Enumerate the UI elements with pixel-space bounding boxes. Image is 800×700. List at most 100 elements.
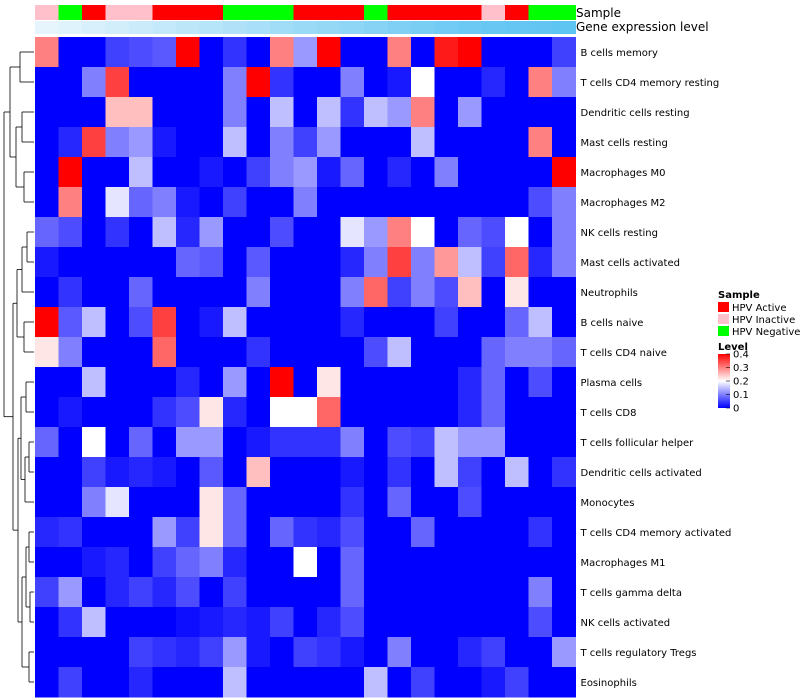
heatmap-cell <box>129 97 153 128</box>
heatmap-cell <box>105 277 130 308</box>
heatmap-cell <box>246 217 271 248</box>
heatmap-cell <box>458 427 482 458</box>
heatmap-cell <box>293 577 318 608</box>
heatmap-cell <box>129 397 153 428</box>
heatmap-cell <box>434 607 459 638</box>
heatmap-cell <box>293 277 318 308</box>
heatmap-cell <box>82 37 106 68</box>
heatmap-cell <box>364 187 388 218</box>
heatmap-cell <box>481 427 506 458</box>
heatmap-cell <box>223 307 247 338</box>
heatmap-cell <box>246 187 271 218</box>
heatmap-cell <box>35 127 59 158</box>
heatmap-cell <box>58 427 83 458</box>
heatmap-cell <box>528 547 553 578</box>
heatmap-cell <box>105 67 130 98</box>
heatmap-cell <box>270 367 294 398</box>
heatmap-cell <box>223 37 247 68</box>
heatmap-cell <box>552 127 576 158</box>
row-label: T cells regulatory Tregs <box>580 648 697 659</box>
heatmap-cell <box>152 397 177 428</box>
heatmap-cell <box>528 277 553 308</box>
heatmap-cell <box>364 667 388 698</box>
row-label: Mast cells resting <box>581 138 668 149</box>
heatmap-cell <box>434 517 459 548</box>
sample-cell <box>458 5 482 20</box>
heatmap-cell <box>481 337 506 368</box>
heatmap-cell <box>270 67 294 98</box>
heatmap-cell <box>58 367 83 398</box>
heatmap-cell <box>270 427 294 458</box>
heatmap-cell <box>387 337 412 368</box>
heatmap-cell <box>411 427 435 458</box>
heatmap-cell <box>223 457 247 488</box>
expression-cell <box>387 21 412 34</box>
heatmap-cell <box>82 157 106 188</box>
heatmap-cell <box>270 187 294 218</box>
heatmap-cell <box>176 667 200 698</box>
heatmap-cell <box>58 667 83 698</box>
heatmap-cell <box>58 37 83 68</box>
heatmap-cell <box>434 307 459 338</box>
heatmap-cell <box>129 37 153 68</box>
heatmap-cell <box>552 637 576 668</box>
heatmap-cell <box>387 427 412 458</box>
heatmap-cell <box>458 307 482 338</box>
heatmap-cell <box>387 637 412 668</box>
heatmap-cell <box>105 367 130 398</box>
heatmap-cell <box>317 367 341 398</box>
heatmap-cell <box>246 157 271 188</box>
row-label: B cells naive <box>581 318 644 329</box>
heatmap-cell <box>387 67 412 98</box>
heatmap-cell <box>505 517 529 548</box>
row-label: T cells CD8 <box>580 408 637 419</box>
heatmap-cell <box>387 517 412 548</box>
heatmap-cell <box>199 307 224 338</box>
expression-cell <box>481 21 506 34</box>
heatmap-cell <box>528 427 553 458</box>
heatmap-cell <box>152 427 177 458</box>
heatmap-cell <box>246 517 271 548</box>
heatmap-cell <box>199 157 224 188</box>
heatmap-cell <box>129 217 153 248</box>
row-label: Macrophages M2 <box>581 198 666 209</box>
heatmap-cell <box>82 127 106 158</box>
heatmap-cell <box>246 637 271 668</box>
heatmap-cell <box>552 187 576 218</box>
heatmap-cell <box>293 427 318 458</box>
heatmap-cell <box>293 157 318 188</box>
heatmap-cell <box>552 547 576 578</box>
level-ticks: 0.4 0.3 0.2 0.1 0 <box>726 350 749 415</box>
heatmap-cell <box>364 397 388 428</box>
heatmap-cell <box>411 667 435 698</box>
heatmap-cell <box>246 607 271 638</box>
heatmap-cell <box>270 97 294 128</box>
heatmap-cell <box>35 307 59 338</box>
heatmap-cell <box>293 127 318 158</box>
heatmap-cell <box>82 337 106 368</box>
heatmap-cell <box>176 397 200 428</box>
heatmap-cell <box>58 487 83 518</box>
heatmap-cell <box>505 337 529 368</box>
heatmap-cell <box>129 247 153 278</box>
heatmap-cell <box>317 487 341 518</box>
expression-cell <box>35 21 59 34</box>
heatmap-cell <box>82 577 106 608</box>
heatmap-cell <box>317 187 341 218</box>
heatmap-cell <box>411 217 435 248</box>
heatmap-cell <box>293 367 318 398</box>
heatmap-cell <box>411 487 435 518</box>
heatmap-cell <box>246 667 271 698</box>
heatmap-cell <box>317 307 341 338</box>
heatmap-cell <box>176 67 200 98</box>
heatmap-cell <box>458 637 482 668</box>
heatmap-cell <box>340 277 365 308</box>
row-label: Dendritic cells activated <box>581 468 702 479</box>
heatmap-cell <box>387 277 412 308</box>
heatmap-cell <box>129 547 153 578</box>
heatmap-cell <box>528 67 553 98</box>
sample-cell <box>35 5 59 20</box>
heatmap-cell <box>58 307 83 338</box>
